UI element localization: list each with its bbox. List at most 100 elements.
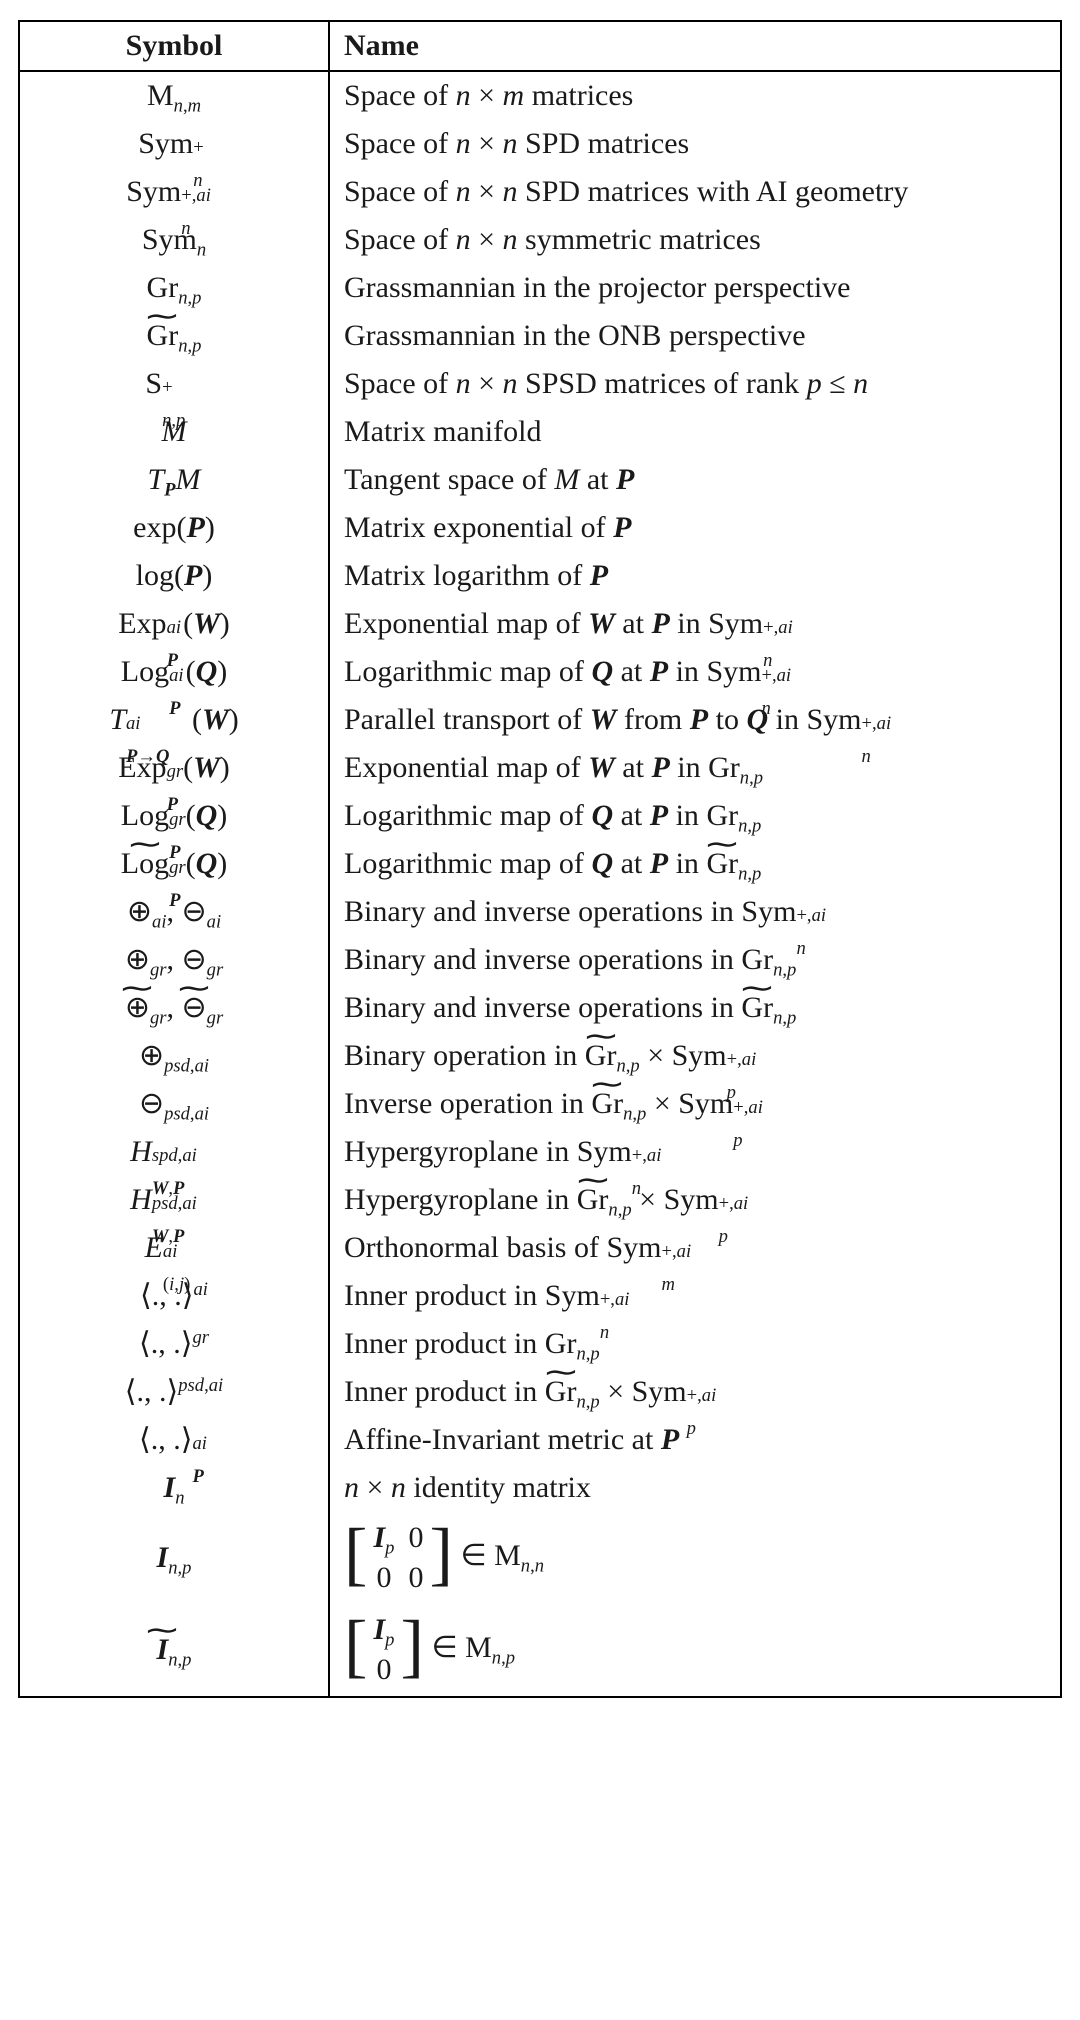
text: Inner product in <box>344 1375 545 1408</box>
text: Space of <box>344 127 456 160</box>
text: Binary and inverse operations in <box>344 895 741 928</box>
name-cell: Grassmannian in the projector perspectiv… <box>329 264 1061 312</box>
text: in <box>668 655 706 688</box>
symbol-cell: ⊕gr, ⊖gr <box>19 936 329 984</box>
text: SPD matrices with AI geometry <box>518 175 909 208</box>
text: Exponential map of <box>344 751 588 784</box>
symbol-cell: ⟨., .⟩gr <box>19 1320 329 1368</box>
table-row: Mn,m Space of n × m matrices <box>19 71 1061 120</box>
table-row: ExpPgr(W) Exponential map of W at P in G… <box>19 744 1061 792</box>
text: Binary and inverse operations in <box>344 991 741 1024</box>
text: Inner product in <box>344 1327 545 1360</box>
table-row: HW,Pspd,ai Hypergyroplane in Symn+,ai <box>19 1128 1061 1176</box>
symbol-cell: TPM <box>19 456 329 504</box>
symbol-cell: Symn+,ai <box>19 168 329 216</box>
text: to <box>708 703 746 736</box>
block-matrix: [ Ip0 00 ] <box>344 1518 453 1598</box>
name-cell: Inner product in Grn,p × Symp+,ai <box>329 1368 1061 1416</box>
name-cell: Matrix exponential of P <box>329 504 1061 552</box>
name-cell: Space of n × n SPD matrices <box>329 120 1061 168</box>
text: ∈ <box>453 1539 494 1572</box>
name-cell: Space of n × n SPD matrices with AI geom… <box>329 168 1061 216</box>
text: Space of <box>344 223 456 256</box>
name-cell: Binary operation in Grn,p × Symp+,ai <box>329 1032 1061 1080</box>
symbol-cell: ExpPai(W) <box>19 600 329 648</box>
text: Space of <box>344 175 456 208</box>
name-cell: Grassmannian in the ONB perspective <box>329 312 1061 360</box>
name-cell: Binary and inverse operations in Grn,p <box>329 936 1061 984</box>
text: matrices <box>524 79 633 112</box>
symbol-cell: log(P) <box>19 552 329 600</box>
text: ∈ <box>424 1631 465 1664</box>
name-cell: n × n identity matrix <box>329 1464 1061 1512</box>
name-cell: Inverse operation in Grn,p × Symp+,ai <box>329 1080 1061 1128</box>
table-row: In,p [ Ip 0 ] ∈ Mn,p <box>19 1604 1061 1697</box>
text: in <box>670 607 708 640</box>
text: Orthonormal basis of <box>344 1231 606 1264</box>
name-cell: Hypergyroplane in Grn,p × Symp+,ai <box>329 1176 1061 1224</box>
name-cell: Exponential map of W at P in Grn,p <box>329 744 1061 792</box>
name-cell: Space of n × n SPSD matrices of rank p ≤… <box>329 360 1061 408</box>
text: Binary and inverse operations in <box>344 943 741 976</box>
name-cell: Parallel transport of W from P to Q in S… <box>329 696 1061 744</box>
name-cell: Binary and inverse operations in Symn+,a… <box>329 888 1061 936</box>
text: in <box>670 751 708 784</box>
symbol-cell: In,p <box>19 1604 329 1697</box>
symbol-cell: ⊖psd,ai <box>19 1080 329 1128</box>
symbol-cell: HW,Pspd,ai <box>19 1128 329 1176</box>
name-cell: Matrix manifold <box>329 408 1061 456</box>
table-row: exp(P) Matrix exponential of P <box>19 504 1061 552</box>
table-row: ⟨., .⟩Pai Affine-Invariant metric at P <box>19 1416 1061 1464</box>
text: Logarithmic map of <box>344 847 591 880</box>
header-name: Name <box>329 21 1061 71</box>
text: at <box>613 655 650 688</box>
name-cell: Hypergyroplane in Symn+,ai <box>329 1128 1061 1176</box>
text: Space of <box>344 79 456 112</box>
table-row: In,p [ Ip0 00 ] ∈ Mn,n <box>19 1512 1061 1604</box>
text: at <box>615 607 652 640</box>
text: Logarithmic map of <box>344 799 591 832</box>
table-row: In n × n identity matrix <box>19 1464 1061 1512</box>
notation-table: Symbol Name Mn,m Space of n × m matrices… <box>18 20 1062 1698</box>
table-row: ExpPai(W) Exponential map of W at P in S… <box>19 600 1061 648</box>
name-cell: [ Ip 0 ] ∈ Mn,p <box>329 1604 1061 1697</box>
table-row: ⊕psd,ai Binary operation in Grn,p × Symp… <box>19 1032 1061 1080</box>
table-row: ⊖psd,ai Inverse operation in Grn,p × Sym… <box>19 1080 1061 1128</box>
name-cell: [ Ip0 00 ] ∈ Mn,n <box>329 1512 1061 1604</box>
symbol-cell: In <box>19 1464 329 1512</box>
name-cell: Logarithmic map of Q at P in Symn+,ai <box>329 648 1061 696</box>
text: Binary operation in <box>344 1039 585 1072</box>
symbol-cell: Mn,m <box>19 71 329 120</box>
text: in <box>668 847 706 880</box>
text: Parallel transport of <box>344 703 590 736</box>
text: Logarithmic map of <box>344 655 591 688</box>
text: identity matrix <box>406 1471 591 1504</box>
name-cell: Logarithmic map of Q at P in Grn,p <box>329 792 1061 840</box>
name-cell: Logarithmic map of Q at P in Grn,p <box>329 840 1061 888</box>
table-row: log(P) Matrix logarithm of P <box>19 552 1061 600</box>
text: from <box>616 703 689 736</box>
symbol-cell: Symn+ <box>19 120 329 168</box>
name-cell: Orthonormal basis of Symm+,ai <box>329 1224 1061 1272</box>
table-header-row: Symbol Name <box>19 21 1061 71</box>
table-row: Symn Space of n × n symmetric matrices <box>19 216 1061 264</box>
text: Tangent space of <box>344 463 554 496</box>
table-row: Sn,p+ Space of n × n SPSD matrices of ra… <box>19 360 1061 408</box>
text: symmetric matrices <box>518 223 761 256</box>
text: Matrix logarithm of <box>344 559 590 592</box>
name-cell: Binary and inverse operations in Grn,p <box>329 984 1061 1032</box>
symbol-cell: Sn,p+ <box>19 360 329 408</box>
text: in <box>768 703 806 736</box>
text: Inverse operation in <box>344 1087 591 1120</box>
symbol-cell: exp(P) <box>19 504 329 552</box>
text: SPD matrices <box>518 127 690 160</box>
text: Exponential map of <box>344 607 588 640</box>
table-row: Symn+ Space of n × n SPD matrices <box>19 120 1061 168</box>
block-matrix: [ Ip 0 ] <box>344 1610 424 1690</box>
symbol-cell: Symn <box>19 216 329 264</box>
text: at <box>615 751 652 784</box>
symbol-cell: In,p <box>19 1512 329 1604</box>
text: in <box>668 799 706 832</box>
text: at <box>613 847 650 880</box>
text: at <box>613 799 650 832</box>
